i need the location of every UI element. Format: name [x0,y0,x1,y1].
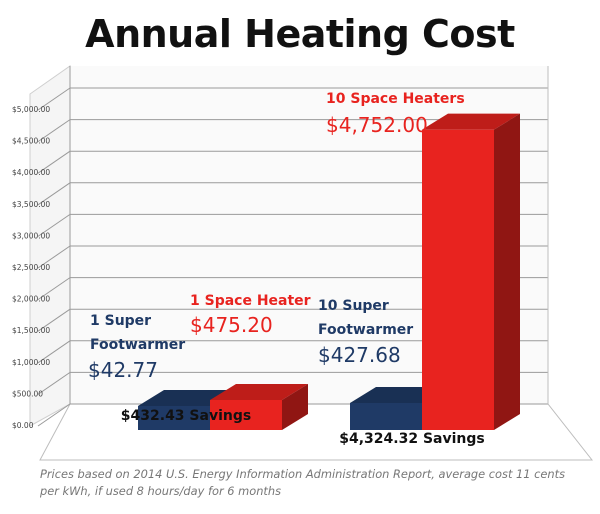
bar-top [422,113,520,130]
chart-title: Annual Heating Cost [85,12,515,56]
side-wall [29,65,71,427]
bar-front [138,406,210,430]
y-tick-label: $500.00 [12,389,43,398]
bar-value-label: $4,752.00 [326,113,428,137]
bar-value-label: $427.68 [318,343,401,367]
bar-top [210,383,308,400]
y-tick-label: $4,500.00 [12,137,50,146]
gridline-side [37,182,71,206]
y-tick-label: $3,000.00 [12,231,50,240]
gridline-side [37,119,71,143]
bar-side [282,383,308,430]
bar-name-label: 10 Space Heaters [326,91,465,107]
bar-name-label: 1 Space Heater [190,293,311,309]
bar-value-label: $475.20 [190,313,273,337]
savings-label: $432.43 Savings [121,408,251,424]
y-tick-label: $2,500.00 [12,263,50,272]
y-tick-label: $3,500.00 [12,200,50,209]
gridline-side [37,150,71,174]
gridline-side [37,340,71,364]
bar-name-label: Footwarmer [90,337,185,353]
bar-name-label: Footwarmer [318,322,413,338]
gridline-side [37,371,71,395]
gridline-side [37,308,71,332]
gridline-side [37,213,71,237]
savings-label: $4,324.32 Savings [339,431,484,447]
bar-name-label: 10 Super [318,298,389,314]
gridline-side [37,245,71,269]
gridline-side [37,403,71,427]
y-tick-label: $1,000.00 [12,358,50,367]
y-tick-label: $0.00 [12,421,34,430]
bar-front [210,399,282,430]
y-tick-label: $2,000.00 [12,295,50,304]
bar-side [494,113,520,431]
bar-front [350,402,422,430]
y-tick-label: $1,500.00 [12,326,50,335]
gridline-side [37,87,71,111]
bar-name-label: 1 Super [90,313,151,329]
bar-front [422,129,494,431]
gridline-side [37,277,71,301]
y-tick-label: $4,000.00 [12,168,50,177]
bar-value-label: $42.77 [88,358,158,382]
chart-footnote: Prices based on 2014 U.S. Energy Informa… [40,467,566,498]
y-tick-label: $5,000.00 [12,105,50,114]
